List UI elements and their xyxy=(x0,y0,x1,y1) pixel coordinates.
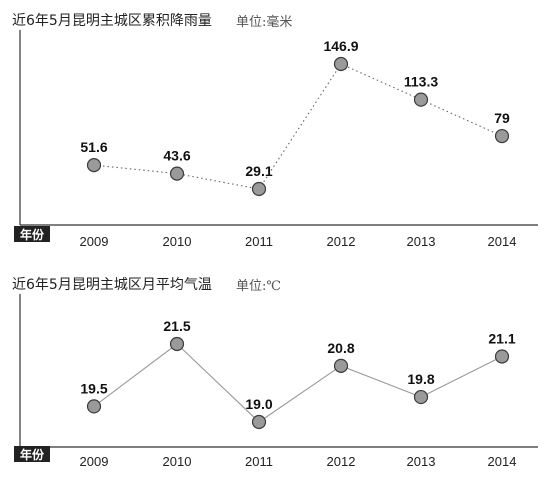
data-point xyxy=(494,128,510,144)
x-tick-label: 2010 xyxy=(163,454,192,469)
data-label: 21.5 xyxy=(163,318,190,334)
temperature-line-chart: 年份 19.5 2009 21.5 2010 19.0 2011 20.8 2012 19.8 20… xyxy=(14,294,538,469)
data-label: 19.8 xyxy=(407,371,434,387)
series-line xyxy=(93,63,503,190)
data-point xyxy=(413,389,429,405)
x-tick-label: 2012 xyxy=(327,454,356,469)
x-tick-label: 2011 xyxy=(245,234,273,249)
data-point xyxy=(169,336,185,352)
data-label: 29.1 xyxy=(245,163,272,179)
x-tick-label: 2014 xyxy=(488,234,517,249)
rainfall-chart-title: 近6年5月昆明主城区累积降雨量 xyxy=(12,13,212,29)
data-label: 51.6 xyxy=(80,139,107,155)
data-point xyxy=(86,158,102,173)
x-tick-label: 2009 xyxy=(80,234,109,249)
data-label: 19.5 xyxy=(80,380,107,396)
x-tick-label: 2009 xyxy=(80,454,109,469)
x-tick-label: 2014 xyxy=(488,454,517,469)
x-axis-label: 年份 xyxy=(20,227,45,242)
data-point xyxy=(494,349,510,364)
x-tick-label: 2010 xyxy=(163,234,192,249)
temperature-chart-unit: 单位:℃ xyxy=(236,279,281,294)
data-label: 19.0 xyxy=(245,396,272,412)
x-tick-label: 2013 xyxy=(407,234,436,249)
data-label: 79 xyxy=(494,110,510,126)
data-label: 146.9 xyxy=(323,38,358,54)
x-tick-label: 2011 xyxy=(245,454,273,469)
rainfall-chart-panel: 近6年5月昆明主城区累积降雨量 单位:毫米 年份 51.6 2009 43.6 2010… xyxy=(12,13,538,249)
data-point xyxy=(251,181,267,197)
data-label: 20.8 xyxy=(327,340,354,356)
temperature-chart-title: 近6年5月昆明主城区月平均气温 xyxy=(12,277,212,293)
data-point xyxy=(333,56,349,72)
temperature-chart-panel: 近6年5月昆明主城区月平均气温 单位:℃ 年份 19.5 2009 21.5 2010 1… xyxy=(0,262,550,482)
data-point xyxy=(251,414,267,430)
x-tick-label: 2013 xyxy=(407,454,436,469)
data-point xyxy=(413,92,429,107)
x-tick-label: 2012 xyxy=(327,234,356,249)
data-point xyxy=(169,166,185,181)
rainfall-line-chart: 年份 51.6 2009 43.6 2010 29.1 2011 146.9 2012 113.3… xyxy=(14,30,538,249)
data-label: 21.1 xyxy=(488,330,515,346)
data-point xyxy=(333,358,349,373)
x-axis-label-tag xyxy=(14,446,50,462)
x-axis-label: 年份 xyxy=(20,447,45,462)
data-label: 43.6 xyxy=(163,148,190,164)
rainfall-chart-unit: 单位:毫米 xyxy=(236,15,293,30)
data-label: 113.3 xyxy=(404,74,438,90)
x-axis-label-tag xyxy=(14,226,50,242)
series-line xyxy=(93,343,503,423)
data-point xyxy=(86,399,102,414)
